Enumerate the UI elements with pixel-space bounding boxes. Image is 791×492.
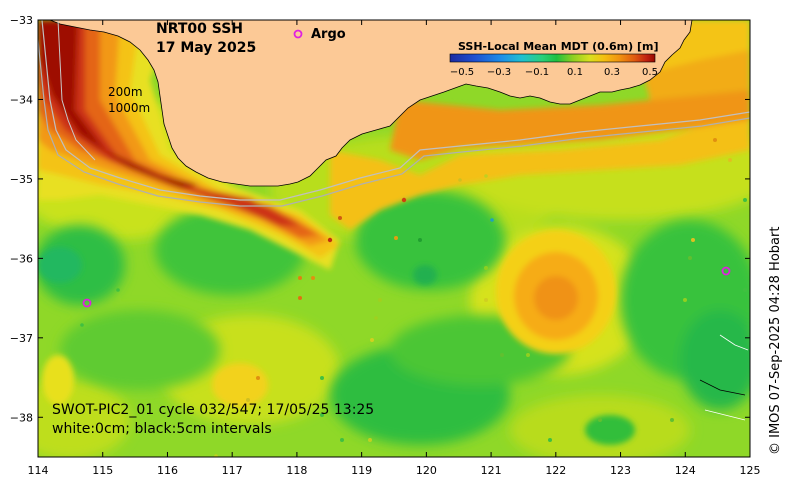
colorbar-tick: −0.1 <box>525 67 549 78</box>
argo-legend-label: Argo <box>311 27 346 42</box>
argo-float-marker <box>721 266 731 276</box>
plot-frame <box>37 19 751 458</box>
x-tick-label: 121 <box>481 464 502 477</box>
colorbar-tick: −0.3 <box>487 67 511 78</box>
isobath-200m-label: 200m <box>108 85 143 99</box>
ssh-field: NRT00 SSH 17 May 2025 Argo 200m 1000m SS… <box>38 20 750 457</box>
y-axis: −33 −34 −35 −36 −37 −38 <box>10 14 750 424</box>
drifter-markers <box>80 138 747 457</box>
x-tick-label: 125 <box>740 464 761 477</box>
x-tick-label: 119 <box>351 464 372 477</box>
imos-credit: © IMOS 07-Sep-2025 04:28 Hobart <box>768 226 783 455</box>
colorbar-tick: 0.5 <box>642 67 658 78</box>
y-tick-label: −36 <box>10 252 33 265</box>
x-tick-label: 122 <box>545 464 566 477</box>
x-tick-label: 114 <box>28 464 49 477</box>
x-tick-label: 118 <box>286 464 307 477</box>
y-tick-label: −33 <box>10 14 33 27</box>
x-tick-label: 120 <box>416 464 437 477</box>
x-axis: 114 115 116 117 118 119 120 121 122 123 124 125 <box>28 20 761 477</box>
contour-info-line: white:0cm; black:5cm intervals <box>52 421 272 437</box>
map-title: NRT00 SSH <box>156 21 243 37</box>
x-tick-label: 123 <box>610 464 631 477</box>
colorbar-tick: 0.1 <box>567 67 583 78</box>
x-tick-label: 115 <box>92 464 113 477</box>
colorbar-tick: −0.5 <box>450 67 474 78</box>
isobath-200m <box>41 20 750 201</box>
argo-legend-icon <box>293 29 303 39</box>
colorbar <box>449 53 656 63</box>
y-tick-label: −35 <box>10 173 33 186</box>
colorbar-ticks: −0.5 −0.3 −0.1 0.1 0.3 0.5 <box>450 67 658 78</box>
x-tick-label: 117 <box>222 464 243 477</box>
isobath-1000m-label: 1000m <box>108 101 150 115</box>
y-tick-label: −34 <box>10 93 33 106</box>
isobath-1000m <box>38 33 750 207</box>
x-tick-label: 124 <box>675 464 696 477</box>
y-tick-label: −38 <box>10 411 33 424</box>
colorbar-tick: 0.3 <box>604 67 620 78</box>
map-date: 17 May 2025 <box>156 40 256 56</box>
x-tick-label: 116 <box>157 464 178 477</box>
swot-info-line: SWOT-PIC2_01 cycle 032/547; 17/05/25 13:… <box>52 402 374 418</box>
y-tick-label: −37 <box>10 332 33 345</box>
colorbar-title: SSH-Local Mean MDT (0.6m) [m] <box>458 40 658 53</box>
argo-float-marker <box>82 298 92 308</box>
